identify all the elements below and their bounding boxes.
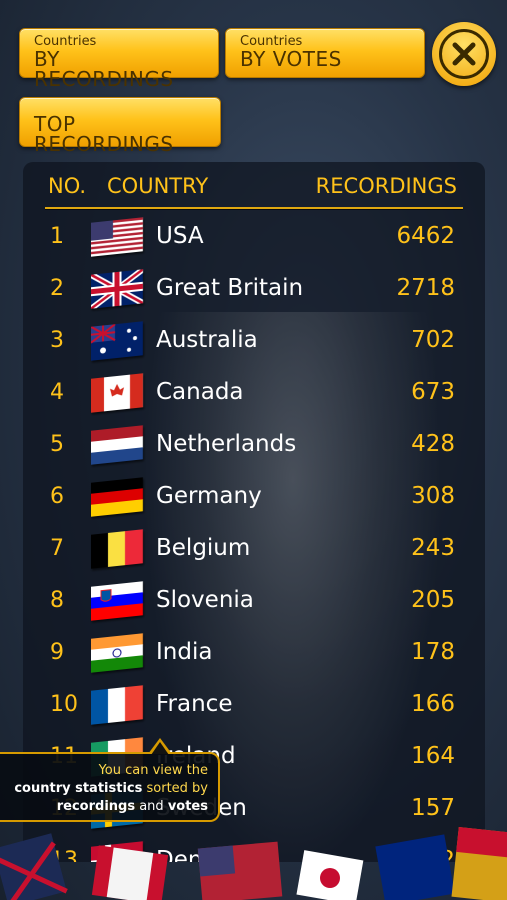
row-country-name: France <box>156 691 233 717</box>
button-caption: Countries <box>34 34 97 49</box>
tooltip-line: recordings and votes <box>56 799 208 814</box>
table-row[interactable]: 1 USA 6462 <box>23 212 485 264</box>
row-country-name: Belgium <box>156 535 251 561</box>
row-country-name: USA <box>156 223 204 249</box>
hint-tooltip: You can view the country statistics sort… <box>0 738 220 822</box>
row-rank: 3 <box>50 328 64 353</box>
fr-flag-icon <box>91 685 143 725</box>
row-recordings-count: 164 <box>411 743 455 769</box>
row-recordings-count: 428 <box>411 431 455 457</box>
close-button[interactable] <box>432 22 496 86</box>
row-country-name: Germany <box>156 483 262 509</box>
row-recordings-count: 673 <box>411 379 455 405</box>
tooltip-line: You can view the <box>98 763 208 778</box>
row-recordings-count: 178 <box>411 639 455 665</box>
header-country: COUNTRY <box>107 174 209 198</box>
row-country-name: Slovenia <box>156 587 254 613</box>
us-flag-icon <box>91 217 143 257</box>
row-country-name: Great Britain <box>156 275 304 301</box>
row-recordings-count: 2718 <box>396 275 455 301</box>
row-rank: 4 <box>50 380 64 405</box>
nl-flag-icon <box>91 425 143 465</box>
si-flag-icon <box>91 581 143 621</box>
table-row[interactable]: 2 Great Britain 2718 <box>23 264 485 316</box>
table-row[interactable]: 10 France 166 <box>23 680 485 732</box>
row-recordings-count: 702 <box>411 327 455 353</box>
row-country-name: India <box>156 639 213 665</box>
table-row[interactable]: 8 Slovenia 205 <box>23 576 485 628</box>
table-row[interactable]: 3 Australia 702 <box>23 316 485 368</box>
ca-flag-icon <box>91 373 143 413</box>
table-header: NO. COUNTRY RECORDINGS <box>23 174 485 208</box>
button-label: TOP RECORDINGS <box>34 112 174 156</box>
de-flag-icon <box>91 477 143 517</box>
row-recordings-count: 157 <box>411 795 455 821</box>
row-country-name: Canada <box>156 379 244 405</box>
countries-by-recordings-button[interactable]: Countries BY RECORDINGS <box>19 28 219 89</box>
header-divider <box>45 207 463 209</box>
row-rank: 8 <box>50 588 64 613</box>
table-row[interactable]: 5 Netherlands 428 <box>23 420 485 472</box>
row-rank: 6 <box>50 484 64 509</box>
countries-by-votes-button[interactable]: Countries BY VOTES <box>225 28 425 78</box>
au-flag-icon <box>90 321 143 361</box>
close-icon <box>439 29 489 79</box>
table-row[interactable]: 6 Germany 308 <box>23 472 485 524</box>
row-country-name: Australia <box>156 327 258 353</box>
header-recordings: RECORDINGS <box>315 174 457 198</box>
tooltip-line: country statistics sorted by <box>14 781 208 796</box>
row-recordings-count: 243 <box>411 535 455 561</box>
table-row[interactable]: 4 Canada 673 <box>23 368 485 420</box>
table-row[interactable]: 9 India 178 <box>23 628 485 680</box>
row-rank: 10 <box>50 692 78 717</box>
row-rank: 1 <box>50 224 64 249</box>
row-recordings-count: 308 <box>411 483 455 509</box>
row-rank: 9 <box>50 640 64 665</box>
button-caption: Countries <box>240 34 303 49</box>
in-flag-icon <box>91 633 143 673</box>
row-rank: 7 <box>50 536 64 561</box>
stats-panel[interactable]: NO. COUNTRY RECORDINGS 1 USA 6462 2 Grea… <box>23 162 485 862</box>
table-row[interactable]: 7 Belgium 243 <box>23 524 485 576</box>
top-recordings-button[interactable]: TOP RECORDINGS <box>19 97 221 154</box>
be-flag-icon <box>91 529 143 569</box>
row-recordings-count: 205 <box>411 587 455 613</box>
button-label: BY VOTES <box>240 47 342 71</box>
header-no: NO. <box>48 174 87 198</box>
row-recordings-count: 6462 <box>396 223 455 249</box>
row-rank: 2 <box>50 276 64 301</box>
row-recordings-count: 166 <box>411 691 455 717</box>
row-country-name: Netherlands <box>156 431 297 457</box>
flags-background-decoration <box>0 827 507 900</box>
gb-flag-icon <box>89 266 145 312</box>
button-label: BY RECORDINGS <box>34 47 174 91</box>
row-rank: 5 <box>50 432 64 457</box>
